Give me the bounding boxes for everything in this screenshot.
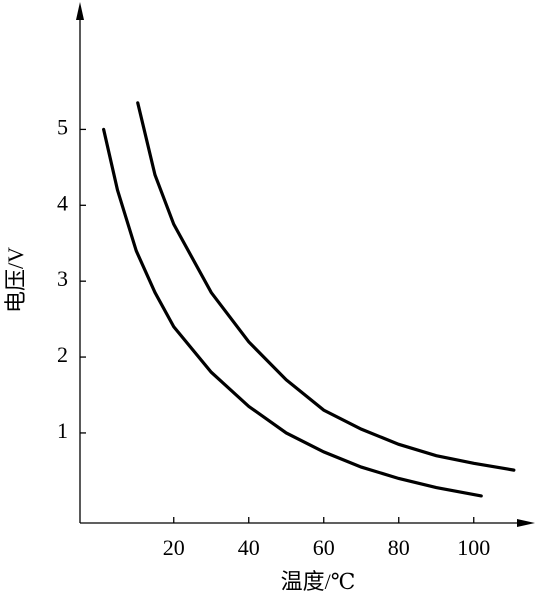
x-axis-label: 温度/℃ [281, 569, 356, 594]
x-tick-label: 80 [388, 535, 410, 560]
x-tick-label: 20 [163, 535, 185, 560]
y-axis-label: 电压/V [3, 247, 28, 313]
x-tick-label: 40 [238, 535, 260, 560]
curve [102, 127, 483, 498]
y-tick-label: 5 [57, 114, 68, 139]
y-tick-label: 2 [57, 342, 68, 367]
y-axis-arrow [76, 2, 84, 20]
x-tick-label: 60 [313, 535, 335, 560]
y-tick-label: 4 [57, 190, 68, 215]
y-tick-label: 1 [57, 418, 68, 443]
x-tick-label: 100 [457, 535, 490, 560]
curve [136, 101, 516, 472]
y-tick-label: 3 [57, 266, 68, 291]
x-axis-arrow [517, 519, 535, 527]
